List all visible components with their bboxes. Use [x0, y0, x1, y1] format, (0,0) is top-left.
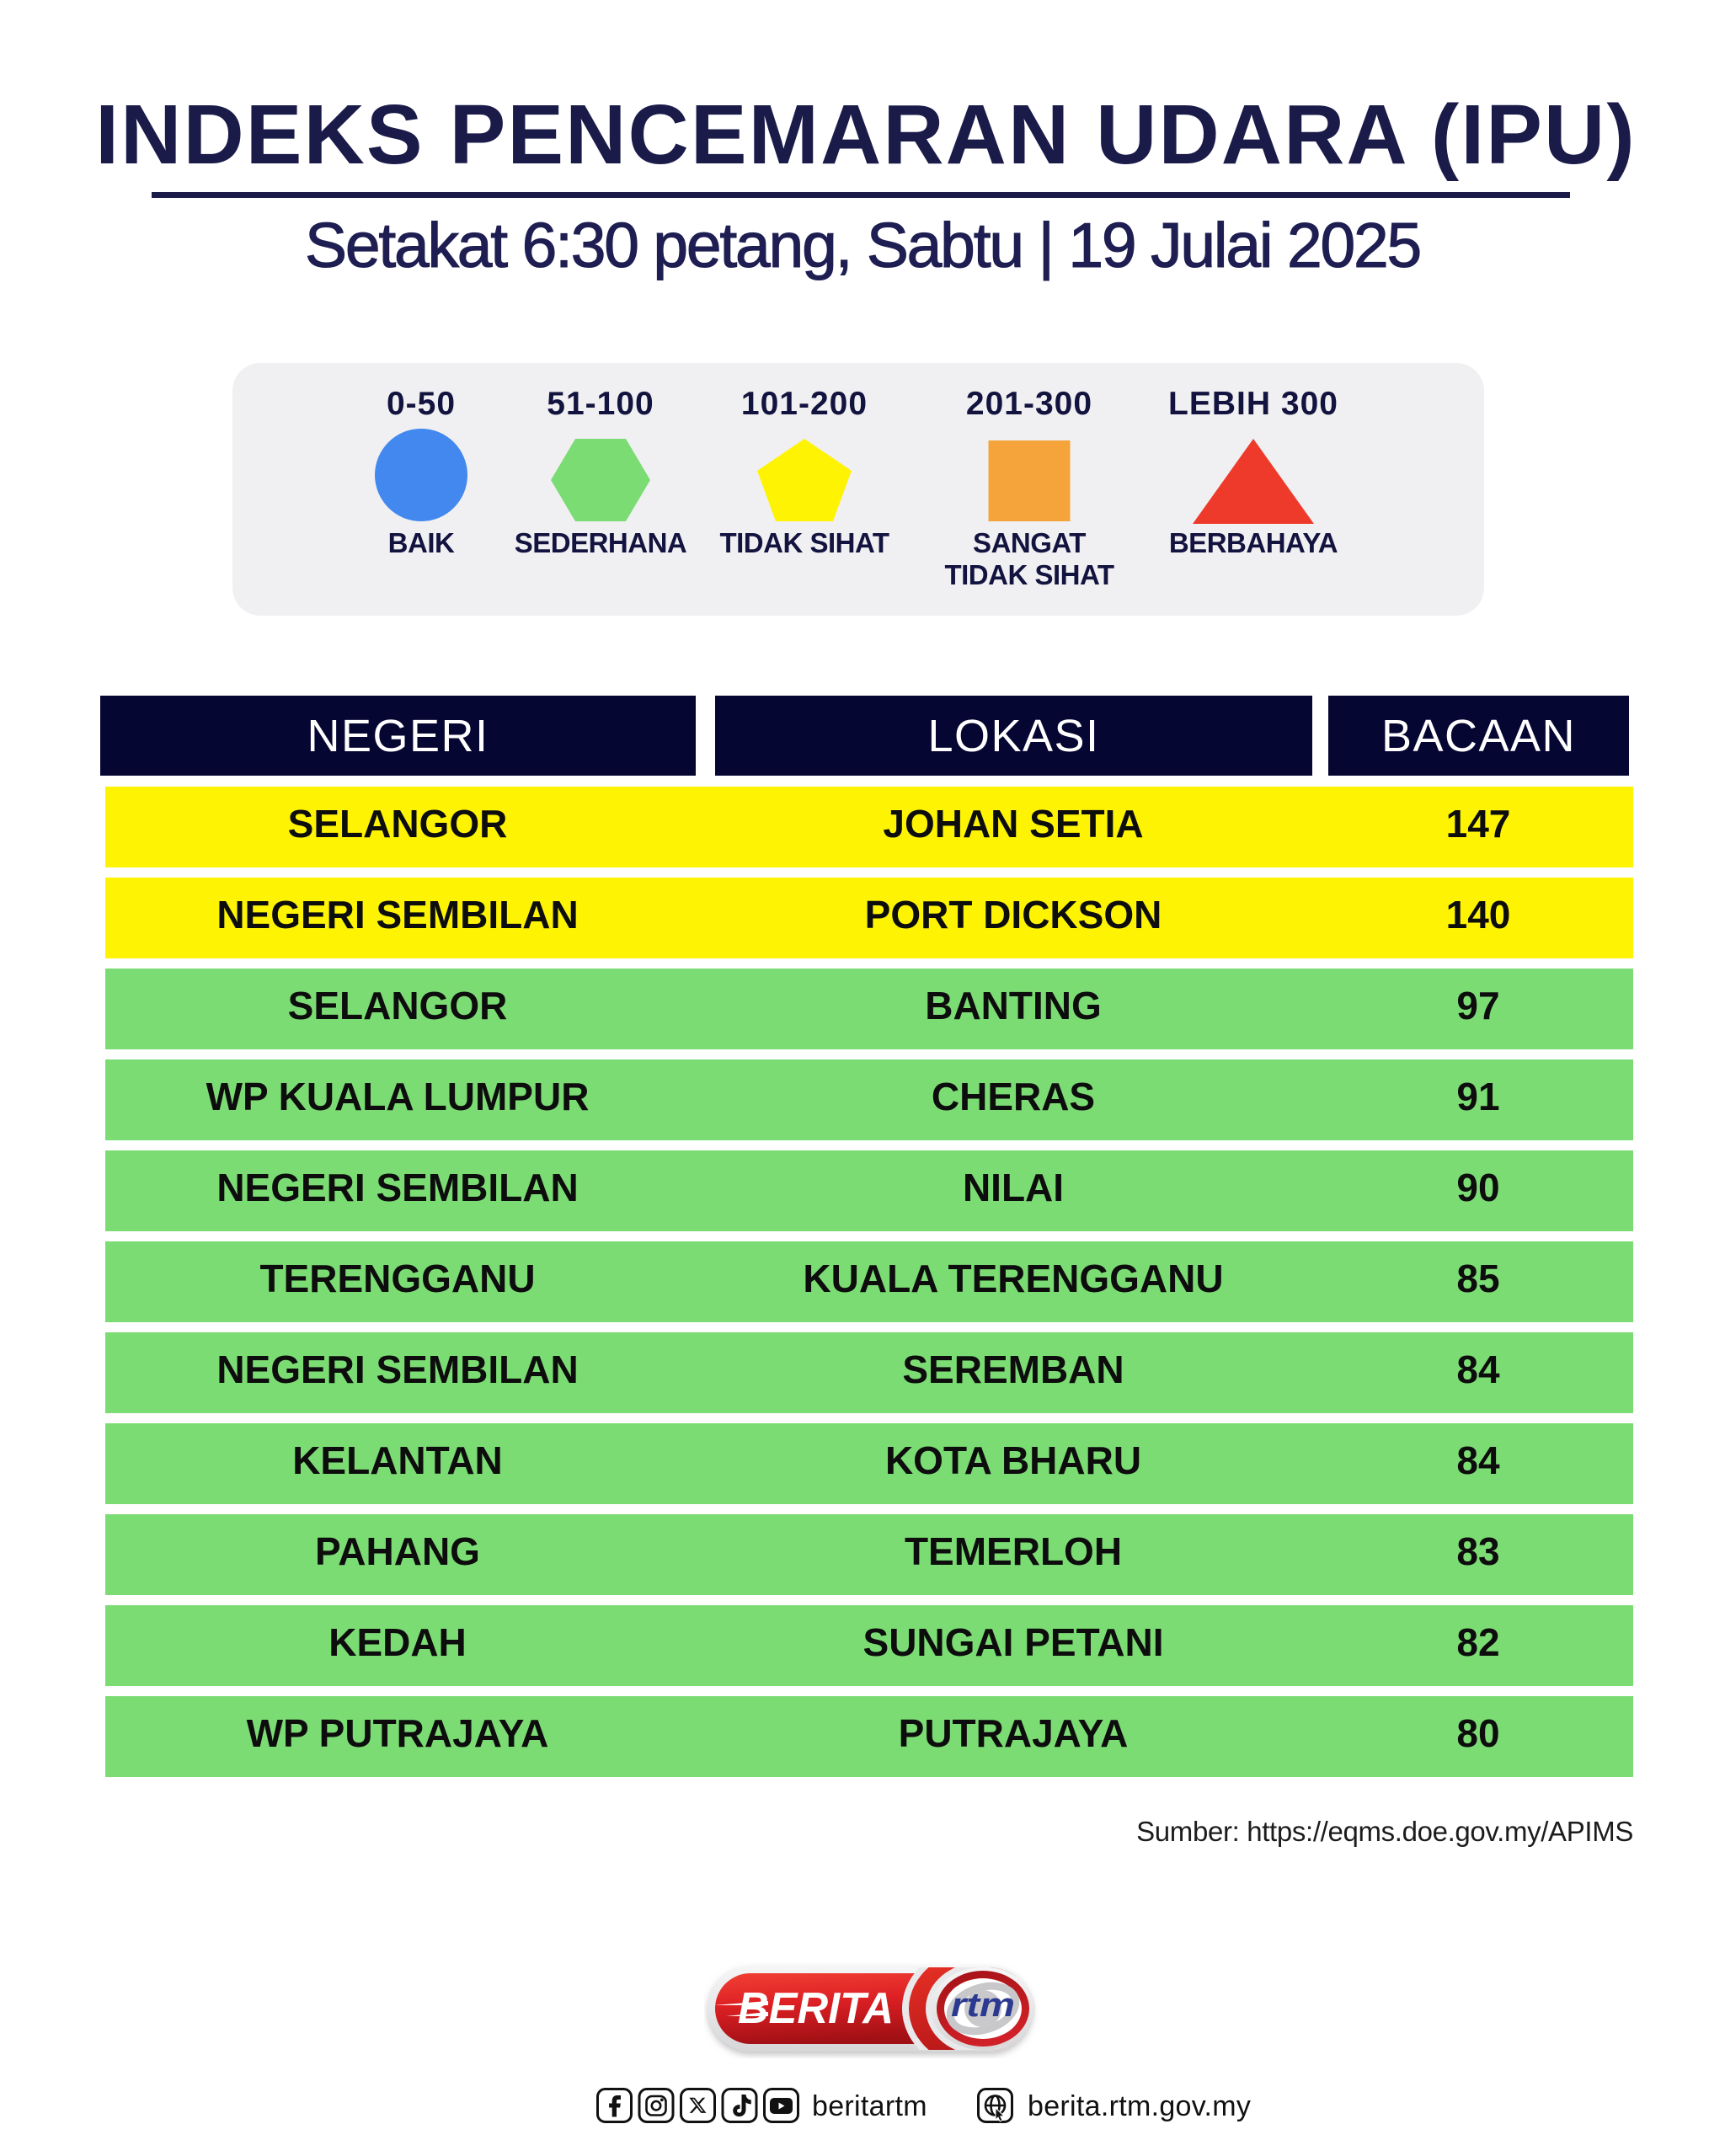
svg-text:BERITA: BERITA: [738, 1984, 894, 2033]
svg-text:rtm: rtm: [951, 1987, 1015, 2024]
